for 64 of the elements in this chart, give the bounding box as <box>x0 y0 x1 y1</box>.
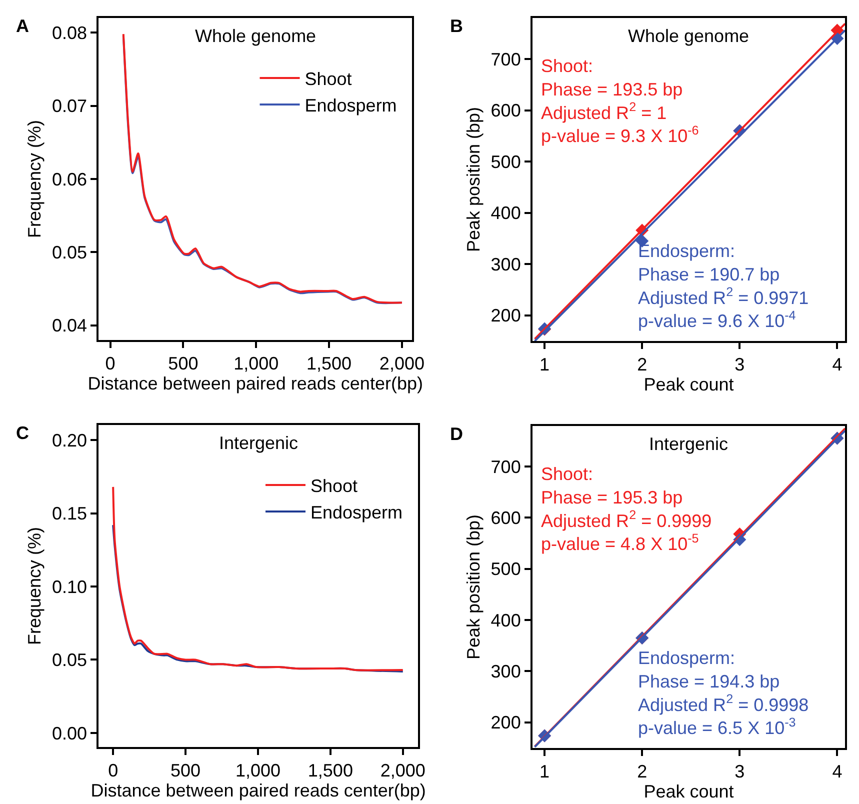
x-tick-label: 4 <box>832 354 842 375</box>
y-tick-label: 0.08 <box>52 22 88 43</box>
x-axis-title: Distance between paired reads center(bp) <box>88 374 423 394</box>
y-tick-label: 200 <box>490 306 521 326</box>
x-tick-label: 4 <box>832 762 842 782</box>
y-tick-label: 600 <box>490 508 521 528</box>
y-tick-label: 0.04 <box>52 316 88 336</box>
y-tick-label: 700 <box>490 456 521 477</box>
y-tick-label: 0.06 <box>52 169 88 190</box>
y-tick-label: 700 <box>490 49 521 70</box>
chart-title: Whole genome <box>628 26 750 46</box>
annotation: Shoot: Phase = 193.5 bp Adjusted R$^{2}$ = 1 p-value = 9.3 X 10$^{-6}$ <box>541 56 699 146</box>
legend-label: Endosperm <box>304 95 397 116</box>
y-tick-label: 200 <box>490 712 521 733</box>
text: Intergenic <box>649 434 728 454</box>
x-axis-title: Peak count <box>644 782 734 802</box>
x-tick-label: 3 <box>734 762 745 782</box>
y-tick-label: 500 <box>490 152 521 172</box>
x-tick-label: 3 <box>734 354 745 375</box>
legend-label: Endosperm <box>310 502 403 522</box>
x-tick-label: 1,500 <box>306 354 352 374</box>
x-tick-label: 1 <box>540 762 550 782</box>
x-tick-label: 2 <box>637 354 648 375</box>
text: C <box>16 423 29 443</box>
y-tick-label: 400 <box>490 610 521 630</box>
y-tick-label: 600 <box>490 100 521 121</box>
text: B <box>450 16 463 36</box>
y-axis-title: Frequency (%) <box>24 120 45 238</box>
y-tick-label: 0.05 <box>52 650 88 670</box>
x-tick-label: 500 <box>168 354 198 374</box>
x-tick-label: 1,000 <box>234 354 279 374</box>
x-tick-label: 2 <box>637 762 648 782</box>
x-tick-label: 1,500 <box>308 760 353 781</box>
x-tick-label: 0 <box>108 760 118 781</box>
annotation: Endosperm: Phase = 190.7 bp Adjusted R$^{2}$ = 0.9971 p-value = 9.6 X 10$^{-4}$ <box>638 241 809 332</box>
y-axis-title: Frequency (%) <box>24 526 45 646</box>
y-tick-label: 300 <box>490 662 521 682</box>
annotation: Shoot: Phase = 195.3 bp Adjusted R$^{2}$ = 0.9999 p-value = 4.8 X 10$^{-5}$ <box>541 464 712 554</box>
y-tick-label: 0.00 <box>52 723 88 744</box>
x-tick-label: 500 <box>170 760 201 781</box>
annotation: Endosperm: Phase = 194.3 bp Adjusted R$^{2}$ = 0.9998 p-value = 6.5 X 10$^{-3}$ <box>638 648 809 738</box>
y-tick-label: 400 <box>490 203 521 224</box>
text: Intergenic <box>219 433 298 453</box>
y-tick-label: 0.15 <box>52 504 88 524</box>
x-tick-label: 2,000 <box>380 760 426 781</box>
y-tick-label: 0.07 <box>52 96 88 116</box>
y-tick-label: 500 <box>490 559 521 580</box>
x-axis-title: Peak count <box>644 374 734 395</box>
text: A <box>16 16 29 36</box>
y-tick-label: 0.05 <box>52 242 88 262</box>
y-axis-title: Peak position (bp) <box>464 514 484 660</box>
x-tick-label: 1 <box>540 354 550 375</box>
y-tick-label: 300 <box>490 254 521 274</box>
y-tick-label: 0.20 <box>52 430 88 450</box>
x-tick-label: 0 <box>105 354 116 374</box>
x-tick-label: 1,000 <box>235 760 280 781</box>
x-axis-title: Distance between paired reads center(bp) <box>90 780 426 801</box>
text: D <box>450 424 463 444</box>
x-tick-label: 2,000 <box>379 354 424 374</box>
y-tick-label: 0.10 <box>52 576 88 597</box>
chart-title: Whole genome <box>195 26 316 46</box>
legend-label: Shoot <box>310 476 358 496</box>
legend-label: Shoot <box>304 69 352 90</box>
y-axis-title: Peak position (bp) <box>464 106 484 252</box>
